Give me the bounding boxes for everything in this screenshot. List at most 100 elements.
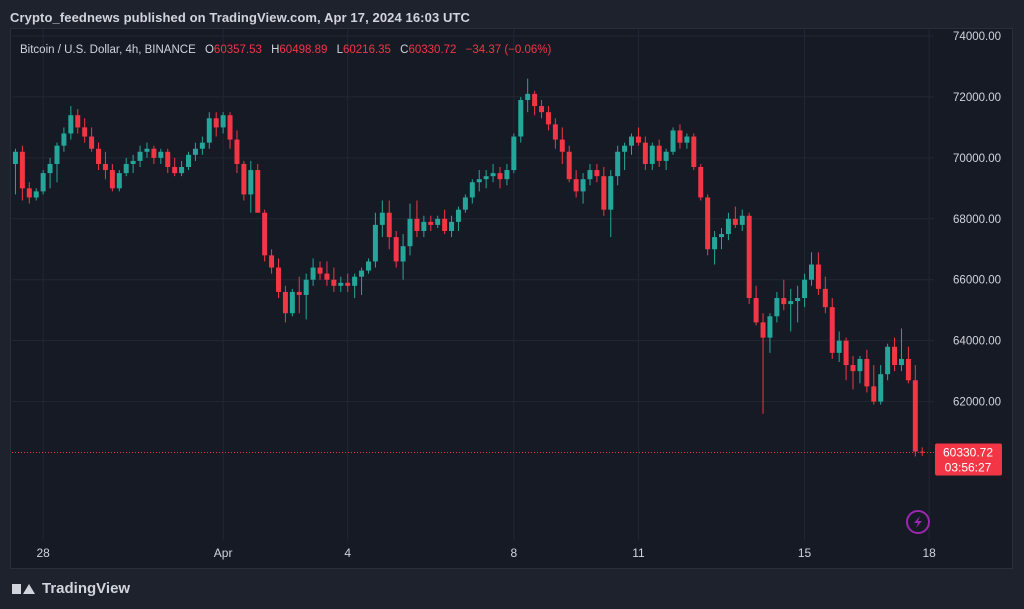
candle-body (608, 176, 614, 210)
candle (276, 258, 281, 299)
candle (476, 170, 482, 192)
candle (324, 261, 330, 286)
candle (649, 142, 655, 171)
candle (414, 200, 420, 238)
candle-body (836, 340, 842, 353)
candle (47, 157, 53, 189)
open-value: 60357.53 (214, 44, 262, 56)
candle (850, 355, 856, 390)
candle (172, 157, 178, 177)
candle (608, 170, 614, 238)
candle-body (919, 451, 925, 453)
candle-body (54, 145, 60, 164)
candle-body (532, 93, 538, 107)
candle-body (573, 179, 579, 192)
low-value: 60216.35 (343, 44, 391, 56)
candle (345, 273, 351, 292)
symbol-label: Bitcoin / U.S. Dollar, 4h, BINANCE (20, 44, 196, 56)
candle-body (68, 115, 74, 134)
candle-body (421, 221, 427, 231)
candle-body (248, 170, 254, 195)
candle-body (712, 237, 718, 250)
candle (407, 203, 413, 256)
candle-body (227, 115, 233, 140)
candle (746, 212, 752, 305)
y-tick-label: 62000.00 (953, 397, 1001, 409)
candle (573, 170, 579, 198)
lightning-alert-icon[interactable] (906, 510, 930, 534)
candle (594, 163, 600, 183)
candle-body (455, 209, 461, 222)
candle (629, 133, 635, 155)
candle-body (269, 255, 275, 268)
candle (255, 163, 261, 213)
candle (116, 170, 122, 192)
candle-body (213, 118, 219, 128)
candle (82, 118, 88, 143)
candle-body (435, 218, 441, 225)
footer-brand[interactable]: TradingView (12, 580, 130, 597)
candle (719, 227, 724, 250)
candle (165, 148, 171, 174)
candle (871, 365, 877, 405)
candle-body (822, 288, 828, 308)
candle-body (192, 148, 198, 155)
candle-body (428, 221, 434, 225)
candle (490, 163, 496, 183)
candle (705, 194, 711, 256)
candle-body (186, 154, 192, 168)
last-price-tag-bg (935, 443, 1002, 476)
candle (393, 230, 399, 268)
candle (400, 234, 406, 280)
candle-body (663, 151, 669, 161)
candle (248, 160, 254, 213)
candle (781, 279, 787, 311)
y-tick-label: 74000.00 (953, 31, 1001, 43)
candle (635, 127, 641, 146)
candle-body (545, 112, 551, 125)
candle (179, 160, 185, 177)
candle-body (165, 151, 171, 168)
candle-body (469, 182, 475, 198)
candle-body (642, 142, 648, 164)
candle-body (40, 173, 46, 192)
x-tick-label: Apr (214, 546, 233, 560)
candle (684, 133, 690, 149)
candle (795, 285, 801, 323)
candle-body (310, 267, 316, 280)
candle-body (490, 173, 496, 177)
y-tick-label: 66000.00 (953, 275, 1001, 287)
candle-countdown: 03:56:27 (945, 460, 992, 474)
candle-body (234, 139, 240, 164)
candle-body (912, 380, 918, 452)
candle-body (635, 136, 641, 143)
candle (144, 142, 150, 158)
candle-body (559, 139, 565, 152)
candle-body (331, 279, 337, 286)
candle (857, 355, 863, 384)
candle (677, 124, 683, 149)
candle (220, 112, 226, 134)
candle (878, 365, 884, 405)
candle (725, 212, 731, 241)
price-axis: 62000.00 64000.00 66000.00 68000.00 70000.00… (953, 31, 1001, 409)
candle-body (649, 145, 655, 164)
candle-body (172, 167, 178, 174)
candle-body (345, 282, 351, 286)
chart-panel[interactable] (10, 28, 1013, 569)
candle (310, 258, 316, 286)
candle (587, 163, 593, 186)
x-tick-label: 11 (632, 546, 645, 560)
candle-body (109, 170, 115, 189)
candle (386, 200, 392, 250)
candle (753, 285, 759, 326)
time-axis: 28 Apr 4 8 11 15 18 (36, 546, 936, 560)
x-tick-label: 4 (344, 546, 351, 560)
candle-body (815, 264, 821, 289)
x-tick-label: 18 (922, 546, 936, 560)
candle (656, 139, 662, 168)
candle-body (719, 234, 724, 238)
candle-body (89, 136, 95, 149)
candle (670, 127, 676, 155)
